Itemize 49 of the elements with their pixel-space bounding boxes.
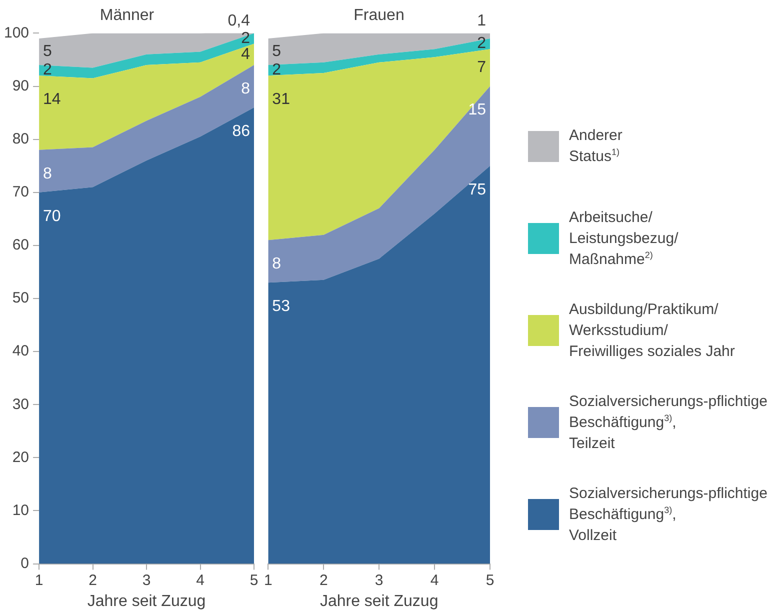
data-label: 86 — [232, 122, 250, 140]
data-label: 70 — [43, 208, 61, 225]
data-label: 15 — [468, 102, 486, 119]
data-label: 8 — [241, 80, 250, 98]
data-label: 4 — [241, 46, 250, 63]
x-tick-label: 1 — [34, 572, 44, 589]
data-label: 53 — [272, 298, 290, 315]
y-tick-label: 30 — [12, 396, 30, 413]
text: Sozialversicherungs-pflichtige Beschäftigung$^{3)}$, Vollzeit — [569, 484, 768, 544]
legend-label: Anderer Status$^{1)}$ — [569, 126, 624, 167]
y-tick-label: 60 — [12, 236, 30, 254]
x-tick-label: 4 — [430, 572, 439, 589]
data-label: 8 — [272, 256, 282, 273]
x-axis-title: Jahre seit Zuzug — [320, 592, 438, 610]
y-tick-label: 80 — [12, 130, 30, 148]
data-label: 7 — [477, 59, 486, 76]
chart-title: Männer — [100, 7, 155, 24]
data-label: 1 — [477, 12, 486, 30]
x-tick-label: 5 — [250, 572, 258, 589]
y-tick-label: 40 — [12, 342, 30, 360]
data-label: 31 — [272, 91, 290, 108]
data-label: 2 — [272, 62, 282, 79]
data-label: 2 — [477, 35, 486, 52]
x-tick-label: 2 — [319, 572, 328, 589]
data-label: 2 — [43, 62, 52, 79]
data-label: 5 — [272, 43, 282, 60]
data-label: 8 — [43, 165, 52, 182]
x-tick-label: 2 — [88, 572, 97, 589]
chart-title: Frauen — [354, 7, 404, 24]
x-tick-label: 5 — [486, 572, 494, 589]
y-tick-label: 100 — [4, 24, 30, 42]
data-label: 5 — [43, 43, 52, 60]
data-label: 75 — [468, 181, 486, 198]
legend-label: Arbeitsuche/ Leistungsbezug/ Maßnahme$^{2)}$ — [569, 208, 680, 270]
legend-label: Ausbildung/Praktikum/ Werksstudium/ Freiwilliges soziales Jahr — [569, 300, 736, 362]
x-tick-label: 3 — [142, 572, 151, 589]
y-tick-label: 20 — [12, 448, 30, 466]
data-label: 14 — [43, 91, 61, 108]
x-tick-label: 1 — [264, 572, 272, 589]
data-label: 0,4 — [228, 12, 250, 30]
y-tick-label: 50 — [12, 290, 30, 307]
y-tick-label: 90 — [12, 77, 30, 94]
x-tick-label: 4 — [196, 572, 204, 589]
x-axis-title: Jahre seit Zuzug — [87, 592, 206, 610]
y-tick-label: 10 — [12, 502, 30, 519]
y-tick-label: 0 — [20, 554, 30, 572]
text: Sozialversicherungs-pflichtige Beschäftigung$^{3)}$, Teilzeit — [569, 392, 768, 452]
x-tick-label: 3 — [374, 572, 384, 589]
y-tick-label: 70 — [12, 184, 30, 201]
